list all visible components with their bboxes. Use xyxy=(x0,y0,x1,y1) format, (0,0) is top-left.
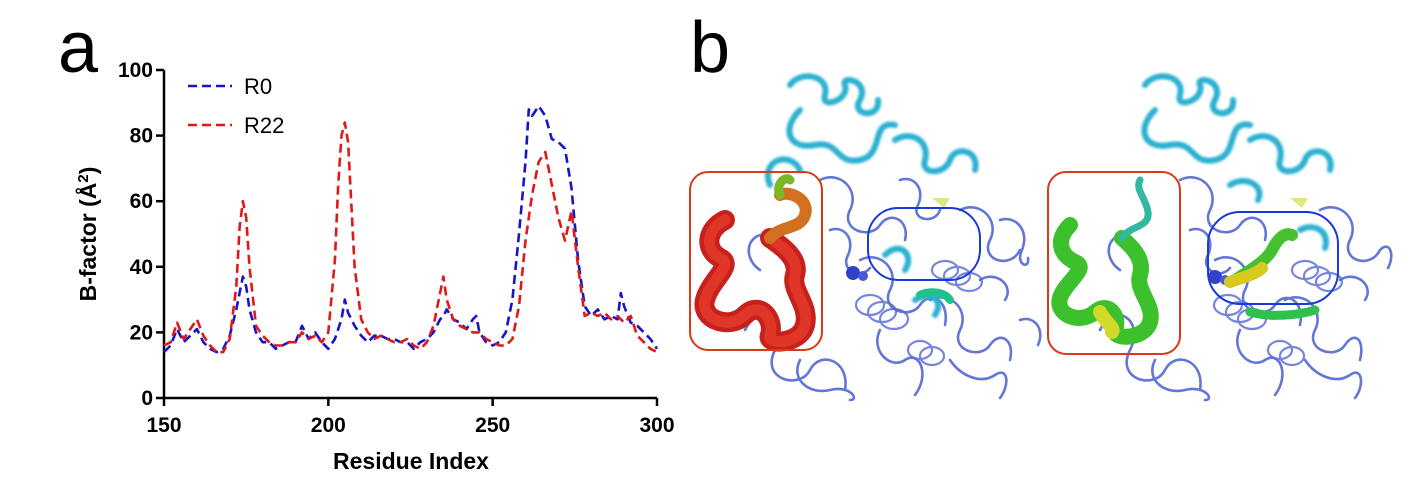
x-axis-title: Residue Index xyxy=(333,448,489,474)
y-tick-label: 0 xyxy=(141,387,153,410)
x-tick-label: 150 xyxy=(146,414,181,437)
series-group xyxy=(163,104,659,354)
active-site-box-left xyxy=(867,207,981,281)
legend-label-r22: R22 xyxy=(244,113,284,138)
chart-legend: R0 R22 xyxy=(188,74,284,138)
y-tick-label: 60 xyxy=(130,190,153,213)
flexible-region-box-right xyxy=(1047,171,1181,355)
active-site-box-right xyxy=(1207,211,1339,305)
series-line-r0 xyxy=(163,104,659,354)
x-axis-ticks: 150 200 250 300 xyxy=(146,398,675,437)
y-axis-title-sup: 2 xyxy=(75,174,92,182)
x-tick-label: 250 xyxy=(475,414,510,437)
legend-label-r0: R0 xyxy=(244,74,272,99)
series-line-r22 xyxy=(163,121,658,354)
protein-structure-right xyxy=(1047,73,1393,402)
y-tick-label: 80 xyxy=(130,125,153,148)
protein-structure-left xyxy=(689,73,1042,402)
y-axis-title: B-factor (Å2) xyxy=(74,167,101,302)
panel-label-b: b xyxy=(690,8,730,88)
panel-label-a: a xyxy=(58,8,99,88)
y-tick-label: 40 xyxy=(130,256,153,279)
x-tick-label: 300 xyxy=(639,414,674,437)
y-axis-title-main: B-factor (Å xyxy=(74,183,101,302)
y-axis-ticks: 0 20 40 60 80 100 xyxy=(118,59,164,410)
y-tick-label: 100 xyxy=(118,59,153,82)
x-tick-label: 200 xyxy=(311,414,346,437)
flexible-region-box-left xyxy=(689,171,823,351)
y-tick-label: 20 xyxy=(130,321,153,344)
y-axis-title-close: ) xyxy=(75,167,101,175)
